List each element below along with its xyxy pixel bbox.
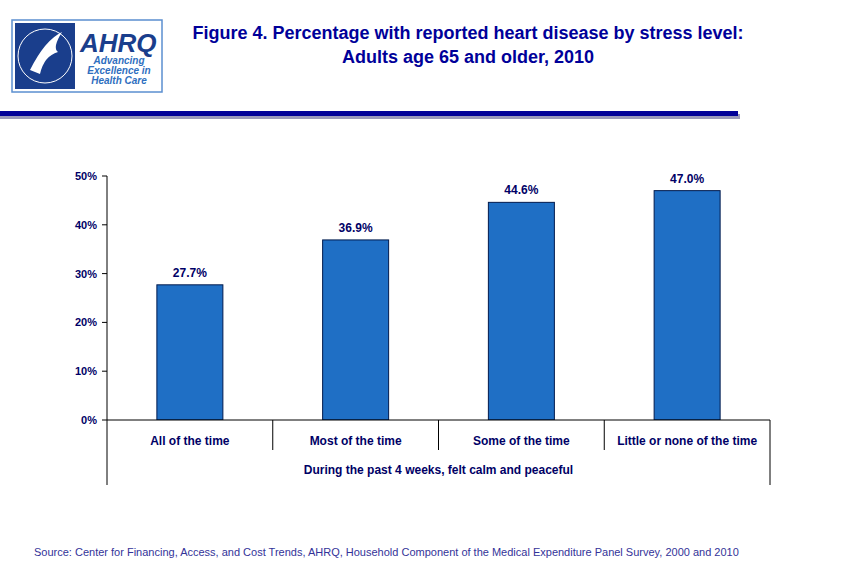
y-tick xyxy=(102,176,107,177)
x-tick-label: All of the time xyxy=(150,434,230,448)
logo-eagle xyxy=(30,32,62,74)
title-line: Adults age 65 and older, 2010 xyxy=(342,47,594,67)
y-tick xyxy=(102,322,107,323)
x-tick-label: Most of the time xyxy=(310,434,402,448)
logo-emblem xyxy=(15,23,75,89)
y-tick xyxy=(102,371,107,372)
x-tick-label: Some of the time xyxy=(473,434,570,448)
bar xyxy=(488,202,554,420)
data-label: 36.9% xyxy=(339,221,373,235)
title-line: Figure 4. Percentage with reported heart… xyxy=(192,23,743,43)
bar xyxy=(654,191,720,420)
category-divider xyxy=(604,420,605,450)
x-tick-label: Little or none of the time xyxy=(617,434,757,448)
title: Figure 4. Percentage with reported heart… xyxy=(192,23,743,67)
logo-tagline: Health Care xyxy=(91,75,147,86)
y-tick xyxy=(102,273,107,274)
y-tick xyxy=(102,420,107,421)
logo-name: AHRQ xyxy=(79,28,157,58)
category-divider xyxy=(438,420,439,450)
data-label: 44.6% xyxy=(504,183,538,197)
logo-frame xyxy=(12,20,162,92)
y-tick-label: 0% xyxy=(81,414,97,426)
y-tick-label: 20% xyxy=(75,316,97,328)
background xyxy=(0,0,853,576)
y-tick-label: 10% xyxy=(75,365,97,377)
x-axis-label: During the past 4 weeks, felt calm and p… xyxy=(304,463,573,477)
y-tick-label: 40% xyxy=(75,219,97,231)
category-divider xyxy=(770,420,771,485)
bars xyxy=(157,191,720,420)
y-axis xyxy=(107,176,108,420)
logo-ring xyxy=(18,29,72,83)
header-rule xyxy=(0,111,738,116)
data-label: 47.0% xyxy=(670,172,704,186)
category-divider xyxy=(107,420,108,485)
y-tick-label: 30% xyxy=(75,268,97,280)
data-label: 27.7% xyxy=(173,266,207,280)
y-tick xyxy=(102,224,107,225)
bar xyxy=(157,285,223,420)
category-divider xyxy=(272,420,273,450)
source: Source: Center for Financing, Access, an… xyxy=(34,546,739,558)
chart: AHRQAdvancingExcellence inHealth CareFig… xyxy=(0,0,853,576)
bar xyxy=(323,240,389,420)
y-tick-label: 50% xyxy=(75,170,97,182)
